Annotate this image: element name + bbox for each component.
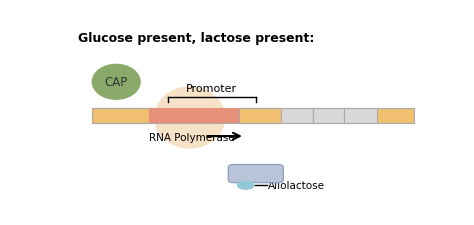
Text: CAP site: CAP site — [99, 111, 142, 121]
Ellipse shape — [92, 65, 140, 100]
Text: Glucose present, lactose present:: Glucose present, lactose present: — [78, 32, 314, 45]
FancyBboxPatch shape — [313, 108, 344, 123]
Text: Repressor: Repressor — [230, 169, 282, 179]
FancyBboxPatch shape — [282, 108, 313, 123]
FancyBboxPatch shape — [239, 108, 282, 123]
FancyBboxPatch shape — [344, 108, 377, 123]
Text: Allolactose: Allolactose — [268, 180, 325, 191]
Circle shape — [238, 182, 254, 189]
FancyBboxPatch shape — [92, 108, 149, 123]
Text: RNA Polymerase: RNA Polymerase — [149, 132, 235, 142]
FancyBboxPatch shape — [228, 165, 283, 183]
Text: lacA: lacA — [349, 111, 372, 121]
Text: Operator: Operator — [237, 111, 284, 121]
Text: lacZ: lacZ — [286, 111, 308, 121]
FancyBboxPatch shape — [92, 108, 414, 123]
FancyBboxPatch shape — [149, 108, 239, 123]
Text: Promoter: Promoter — [186, 84, 237, 94]
Text: lacY: lacY — [318, 111, 339, 121]
Text: CAP: CAP — [105, 76, 128, 89]
Ellipse shape — [155, 88, 225, 148]
